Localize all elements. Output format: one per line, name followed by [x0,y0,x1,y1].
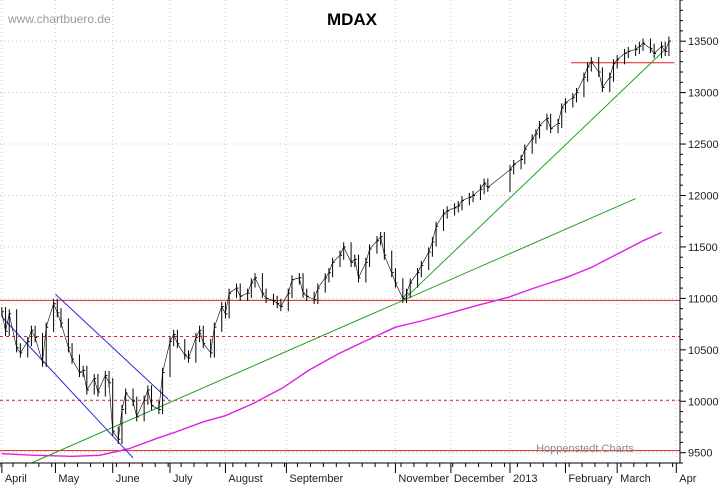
credit-text: Hoppenstedt Charts [536,443,634,455]
y-tick-label: 12000 [688,190,719,202]
trend-line [1,316,134,459]
x-tick-label: 2013 [513,473,537,485]
trend-line [31,198,636,464]
x-tick-label: July [173,473,193,485]
x-tick-label: February [568,473,613,485]
x-tick-label: June [116,473,140,485]
moving-average-line [1,231,662,458]
x-tick-label: April [5,473,27,485]
horizontal-lines-layer [0,299,680,452]
y-tick-label: 11500 [688,242,718,254]
y-tick-label: 9500 [688,448,712,460]
y-tick-label: 12500 [688,139,719,151]
x-tick-label: Apr [679,473,696,485]
moving-average-layer [1,231,662,458]
price-line [1,41,670,441]
x-tick-label: September [289,473,343,485]
watermark-text: www.chartbuero.de [7,12,111,26]
x-tick-label: March [620,473,651,485]
trendlines-layer [1,49,675,464]
x-tick-label: August [228,473,262,485]
grid-layer [0,0,680,463]
chart-title: MDAX [327,10,378,29]
price-bars-layer [1,36,671,444]
trend-line [402,49,666,301]
x-tick-label: November [398,473,449,485]
x-tick-label: December [454,473,505,485]
y-tick-label: 11000 [688,293,718,305]
trend-line [55,293,169,400]
x-tick-label: May [58,473,79,485]
y-tick-label: 10500 [688,345,719,357]
y-tick-label: 10000 [688,396,719,408]
y-tick-label: 13000 [688,88,719,100]
y-tick-label: 13500 [688,36,719,48]
